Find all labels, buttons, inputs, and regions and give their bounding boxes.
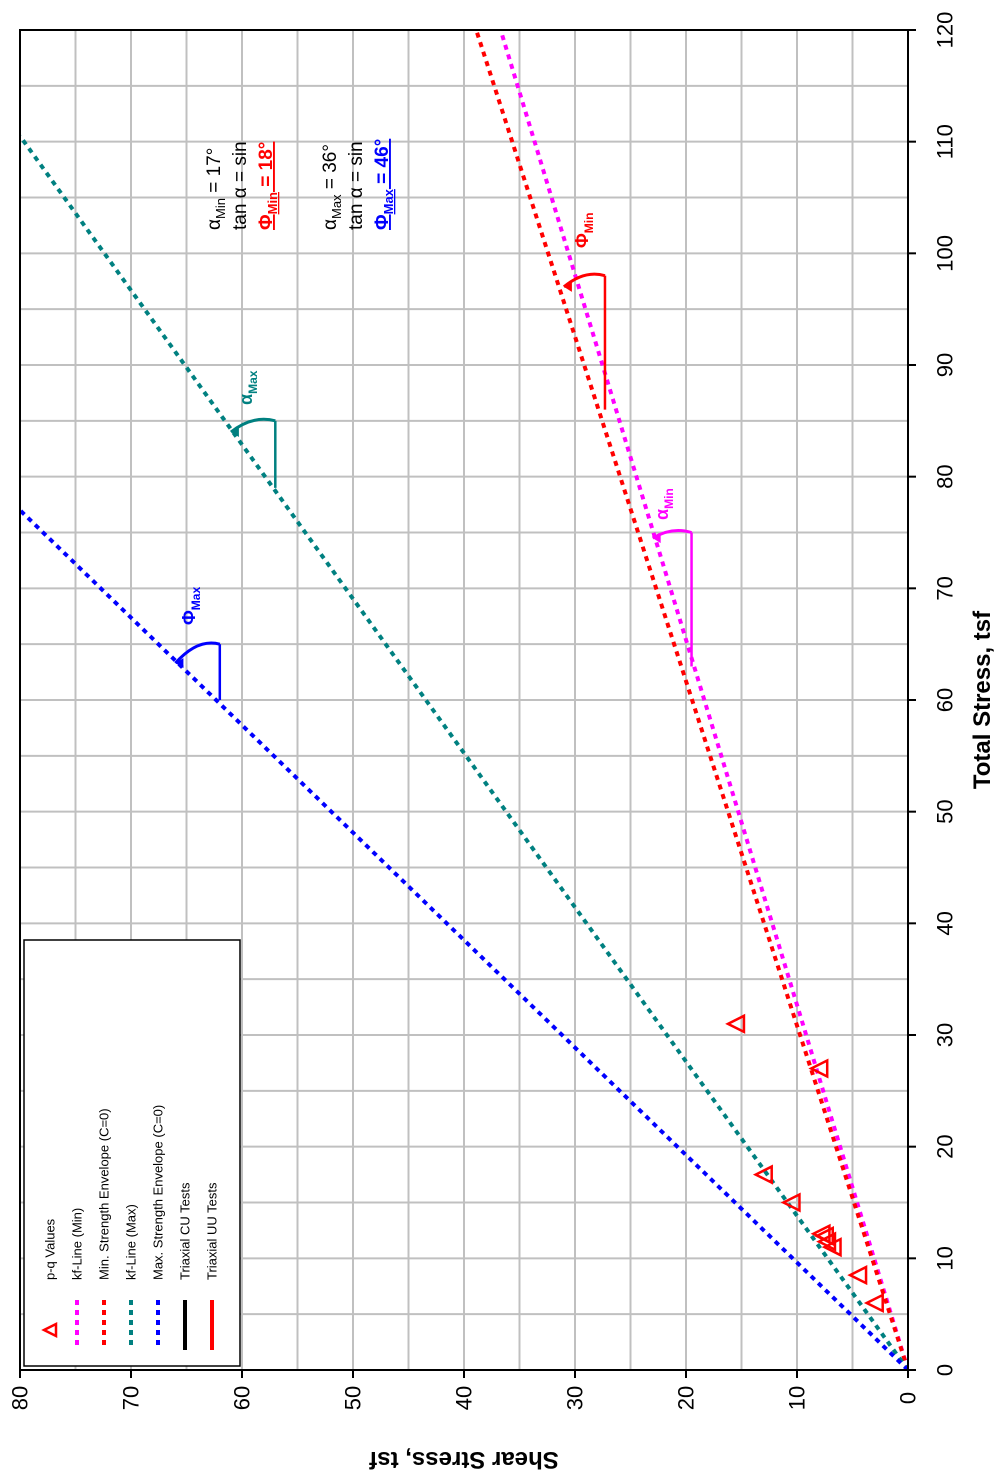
x-tick-label: 20 [933,1134,958,1158]
angle-label: ΦMax [179,587,203,625]
mohr-circle [907,1224,908,1326]
annotation-sub: Min [213,198,228,219]
angle-arc [562,272,606,288]
legend-label: Max. Strength Envelope (C=0) [151,1105,166,1280]
annotation-line-3: ΦMin = 18° [256,142,280,230]
y-tick-label: 40 [452,1386,477,1410]
pq-point [780,1192,801,1213]
annotation-value: = 36° [320,144,341,194]
mohr-circle [907,1305,908,1339]
envelope-line [20,134,908,1370]
x-tick-label: 60 [933,688,958,712]
pq-point [847,1265,868,1286]
x-tick-label: 110 [933,124,958,159]
annotation-line-1: αMin = 17° [204,148,228,230]
annotation-phi: Φ [256,214,277,230]
annotation-value: = 17° [204,148,225,198]
y-tick-label: 30 [563,1386,588,1410]
mohr-circle [907,1267,908,1339]
x-tick-label: 70 [933,576,958,600]
angle-sub: Min [582,213,596,234]
y-tick-label: 70 [119,1386,144,1410]
annotation-value: = 18° [256,142,277,192]
y-tick-label: 10 [785,1386,810,1410]
angle-symbol: α [236,394,256,405]
angle-arrow [563,281,572,292]
x-tick-label: 100 [933,235,958,272]
x-tick-label: 10 [933,1246,958,1270]
envelope-line [20,508,908,1370]
y-tick-label: 20 [674,1386,699,1410]
mohr-circle [907,1161,908,1322]
annotation-alpha: α [320,219,341,230]
annotation-line-2: tan α = sin [346,141,367,230]
y-tick-label: 0 [896,1392,921,1404]
legend: p-q Values kf-Line (Min) Min. Strength Env… [23,939,241,1367]
x-tick-label: 0 [933,1364,958,1376]
y-tick-label: 80 [8,1386,33,1410]
annotation-value: = 46° [372,139,393,189]
legend-box [23,939,241,1367]
annotation-sub: Max [381,188,396,214]
y-tick-label: 50 [341,1386,366,1410]
pq-point [863,1292,884,1314]
annotation-line-3: ΦMax = 46° [372,139,396,230]
annotation-phi: Φ [372,214,393,230]
legend-label: p-q Values [43,1218,58,1280]
angle-label: αMax [236,370,260,405]
annotations: αMin = 17° tan α = sin ΦMin = 18°αMax = 36… [174,139,693,700]
pq-point [808,1058,829,1079]
angle-arc [229,417,276,434]
tick-labels: 0 10 20 30 40 50 60 70 80 90 100 110 120 0 10 20 30 40 50 6… [8,12,958,1411]
stress-annotation: αMin = 17° tan α = sin ΦMin = 18° [204,141,280,230]
y-axis-title: Shear Stress, tsf [368,1446,558,1470]
angle-sub: Min [662,488,676,509]
y-tick-label: 60 [230,1386,255,1410]
envelope-line [498,30,908,1370]
angle-arrow [175,658,184,669]
mohr-circle [907,1152,908,1320]
angle-label: ΦMin [572,213,596,248]
legend-label: kf-Line (Max) [124,1204,139,1280]
annotation-sub: Max [329,194,344,219]
legend-label: Triaxial UU Tests [205,1182,220,1280]
legend-label: Min. Strength Envelope (C=0) [97,1108,112,1280]
angle-symbol: α [652,509,672,520]
mohr-circle [907,1029,908,1320]
angle-symbol: Φ [572,233,592,248]
angle-arrow [652,533,661,544]
legend-label: Triaxial CU Tests [178,1182,193,1280]
pq-point [810,1223,831,1244]
angle-arc [174,641,221,665]
angle-symbol: Φ [179,610,199,625]
x-tick-label: 80 [933,464,958,488]
stress-annotation: αMax = 36° tan α = sin ΦMax = 46° [320,139,396,230]
annotation-alpha: α [204,219,225,230]
envelope-line [474,30,908,1370]
x-tick-label: 40 [933,911,958,935]
pq-point [816,1231,837,1252]
angle-sub: Max [246,370,260,394]
annotation-line-2: tan α = sin [230,141,251,230]
annotation-line-1: αMax = 36° [320,144,344,230]
series-layer [20,30,908,1370]
pq-point [725,1013,746,1034]
angle-arrow [230,427,239,437]
x-axis-title: Total Stress, tsf [969,610,996,789]
x-tick-label: 30 [933,1023,958,1047]
x-tick-label: 120 [933,12,958,49]
pq-point [752,1164,773,1185]
legend-label: kf-Line (Min) [70,1208,85,1280]
angle-sub: Max [189,587,203,611]
angle-label: αMin [652,488,676,520]
legend-swatch [41,1321,58,1339]
annotation-sub: Min [265,192,280,214]
x-tick-label: 90 [933,353,958,377]
x-tick-label: 50 [933,799,958,823]
